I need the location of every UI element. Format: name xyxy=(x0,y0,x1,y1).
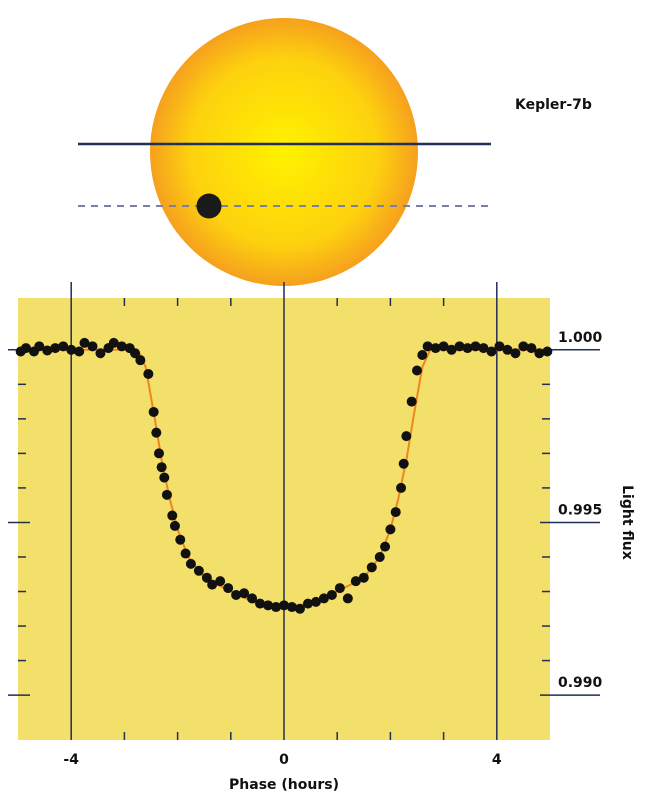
y-tick-label: 0.990 xyxy=(558,675,603,691)
data-point xyxy=(526,343,537,354)
data-point xyxy=(542,346,553,357)
y-tick-label: 1.000 xyxy=(558,330,603,346)
y-tick-label: 0.995 xyxy=(558,502,602,518)
data-point xyxy=(334,583,345,594)
data-point xyxy=(185,558,196,569)
data-point xyxy=(263,600,274,611)
data-point xyxy=(446,344,457,355)
transit-illustration: Kepler-7b xyxy=(78,18,592,286)
data-point xyxy=(478,343,489,354)
data-point xyxy=(385,524,396,535)
data-point xyxy=(358,572,369,583)
data-point xyxy=(247,593,258,604)
data-point xyxy=(310,596,321,607)
data-point xyxy=(406,396,417,407)
data-point xyxy=(34,341,45,352)
data-point xyxy=(302,598,313,609)
data-point xyxy=(430,343,441,354)
data-point xyxy=(156,462,167,473)
data-point xyxy=(148,406,159,417)
data-point xyxy=(159,472,170,483)
data-point xyxy=(153,448,164,459)
data-point xyxy=(151,427,162,438)
data-point xyxy=(374,551,385,562)
data-point xyxy=(486,346,497,357)
data-point xyxy=(534,348,545,359)
data-point xyxy=(366,562,377,573)
data-point xyxy=(223,583,234,594)
data-point xyxy=(396,482,407,493)
data-point xyxy=(494,341,505,352)
data-point xyxy=(207,579,218,590)
data-point xyxy=(422,341,433,352)
data-point xyxy=(79,337,90,348)
data-point xyxy=(193,565,204,576)
data-point xyxy=(350,576,361,587)
data-point xyxy=(231,589,242,600)
data-point xyxy=(470,341,481,352)
data-point xyxy=(169,520,180,531)
data-point xyxy=(50,343,61,354)
planet xyxy=(196,193,222,219)
data-point xyxy=(180,548,191,559)
data-point xyxy=(271,602,282,613)
data-point xyxy=(42,345,53,356)
x-tick-label: 0 xyxy=(279,752,289,768)
data-point xyxy=(454,341,465,352)
x-tick-label: -4 xyxy=(63,752,79,768)
data-point xyxy=(95,348,106,359)
data-point xyxy=(462,343,473,354)
data-point xyxy=(502,344,513,355)
data-point xyxy=(58,341,69,352)
data-point xyxy=(380,541,391,552)
planet-label: Kepler-7b xyxy=(515,97,592,113)
data-point xyxy=(417,349,428,360)
data-point xyxy=(342,593,353,604)
data-point xyxy=(130,348,141,359)
data-point xyxy=(108,337,119,348)
x-tick-label: 4 xyxy=(492,752,502,768)
data-point xyxy=(239,588,250,599)
chart: -4 0 4 1.000 0.995 0.990 Phase (hours) Light fl… xyxy=(8,282,635,793)
data-point xyxy=(398,458,409,469)
data-point xyxy=(286,602,297,613)
data-point xyxy=(510,348,521,359)
data-point xyxy=(167,510,178,521)
data-point xyxy=(401,431,412,442)
data-point xyxy=(215,576,226,587)
data-point xyxy=(294,603,305,614)
data-point xyxy=(390,507,401,518)
data-point xyxy=(175,534,186,545)
data-point xyxy=(66,344,77,355)
data-point xyxy=(20,343,31,354)
data-point xyxy=(318,593,329,604)
data-point xyxy=(438,341,449,352)
data-point xyxy=(326,589,337,600)
data-point xyxy=(201,572,212,583)
data-point xyxy=(412,365,422,376)
data-point xyxy=(135,355,146,366)
star xyxy=(150,18,418,286)
data-point xyxy=(279,600,289,611)
x-axis-label: Phase (hours) xyxy=(229,777,339,793)
data-point xyxy=(87,341,98,352)
y-axis-label: Light flux xyxy=(619,485,635,560)
data-point xyxy=(255,598,266,609)
data-point xyxy=(143,368,154,379)
data-point xyxy=(518,341,529,352)
data-point xyxy=(116,341,127,352)
data-point xyxy=(74,346,85,357)
data-point xyxy=(161,489,172,500)
